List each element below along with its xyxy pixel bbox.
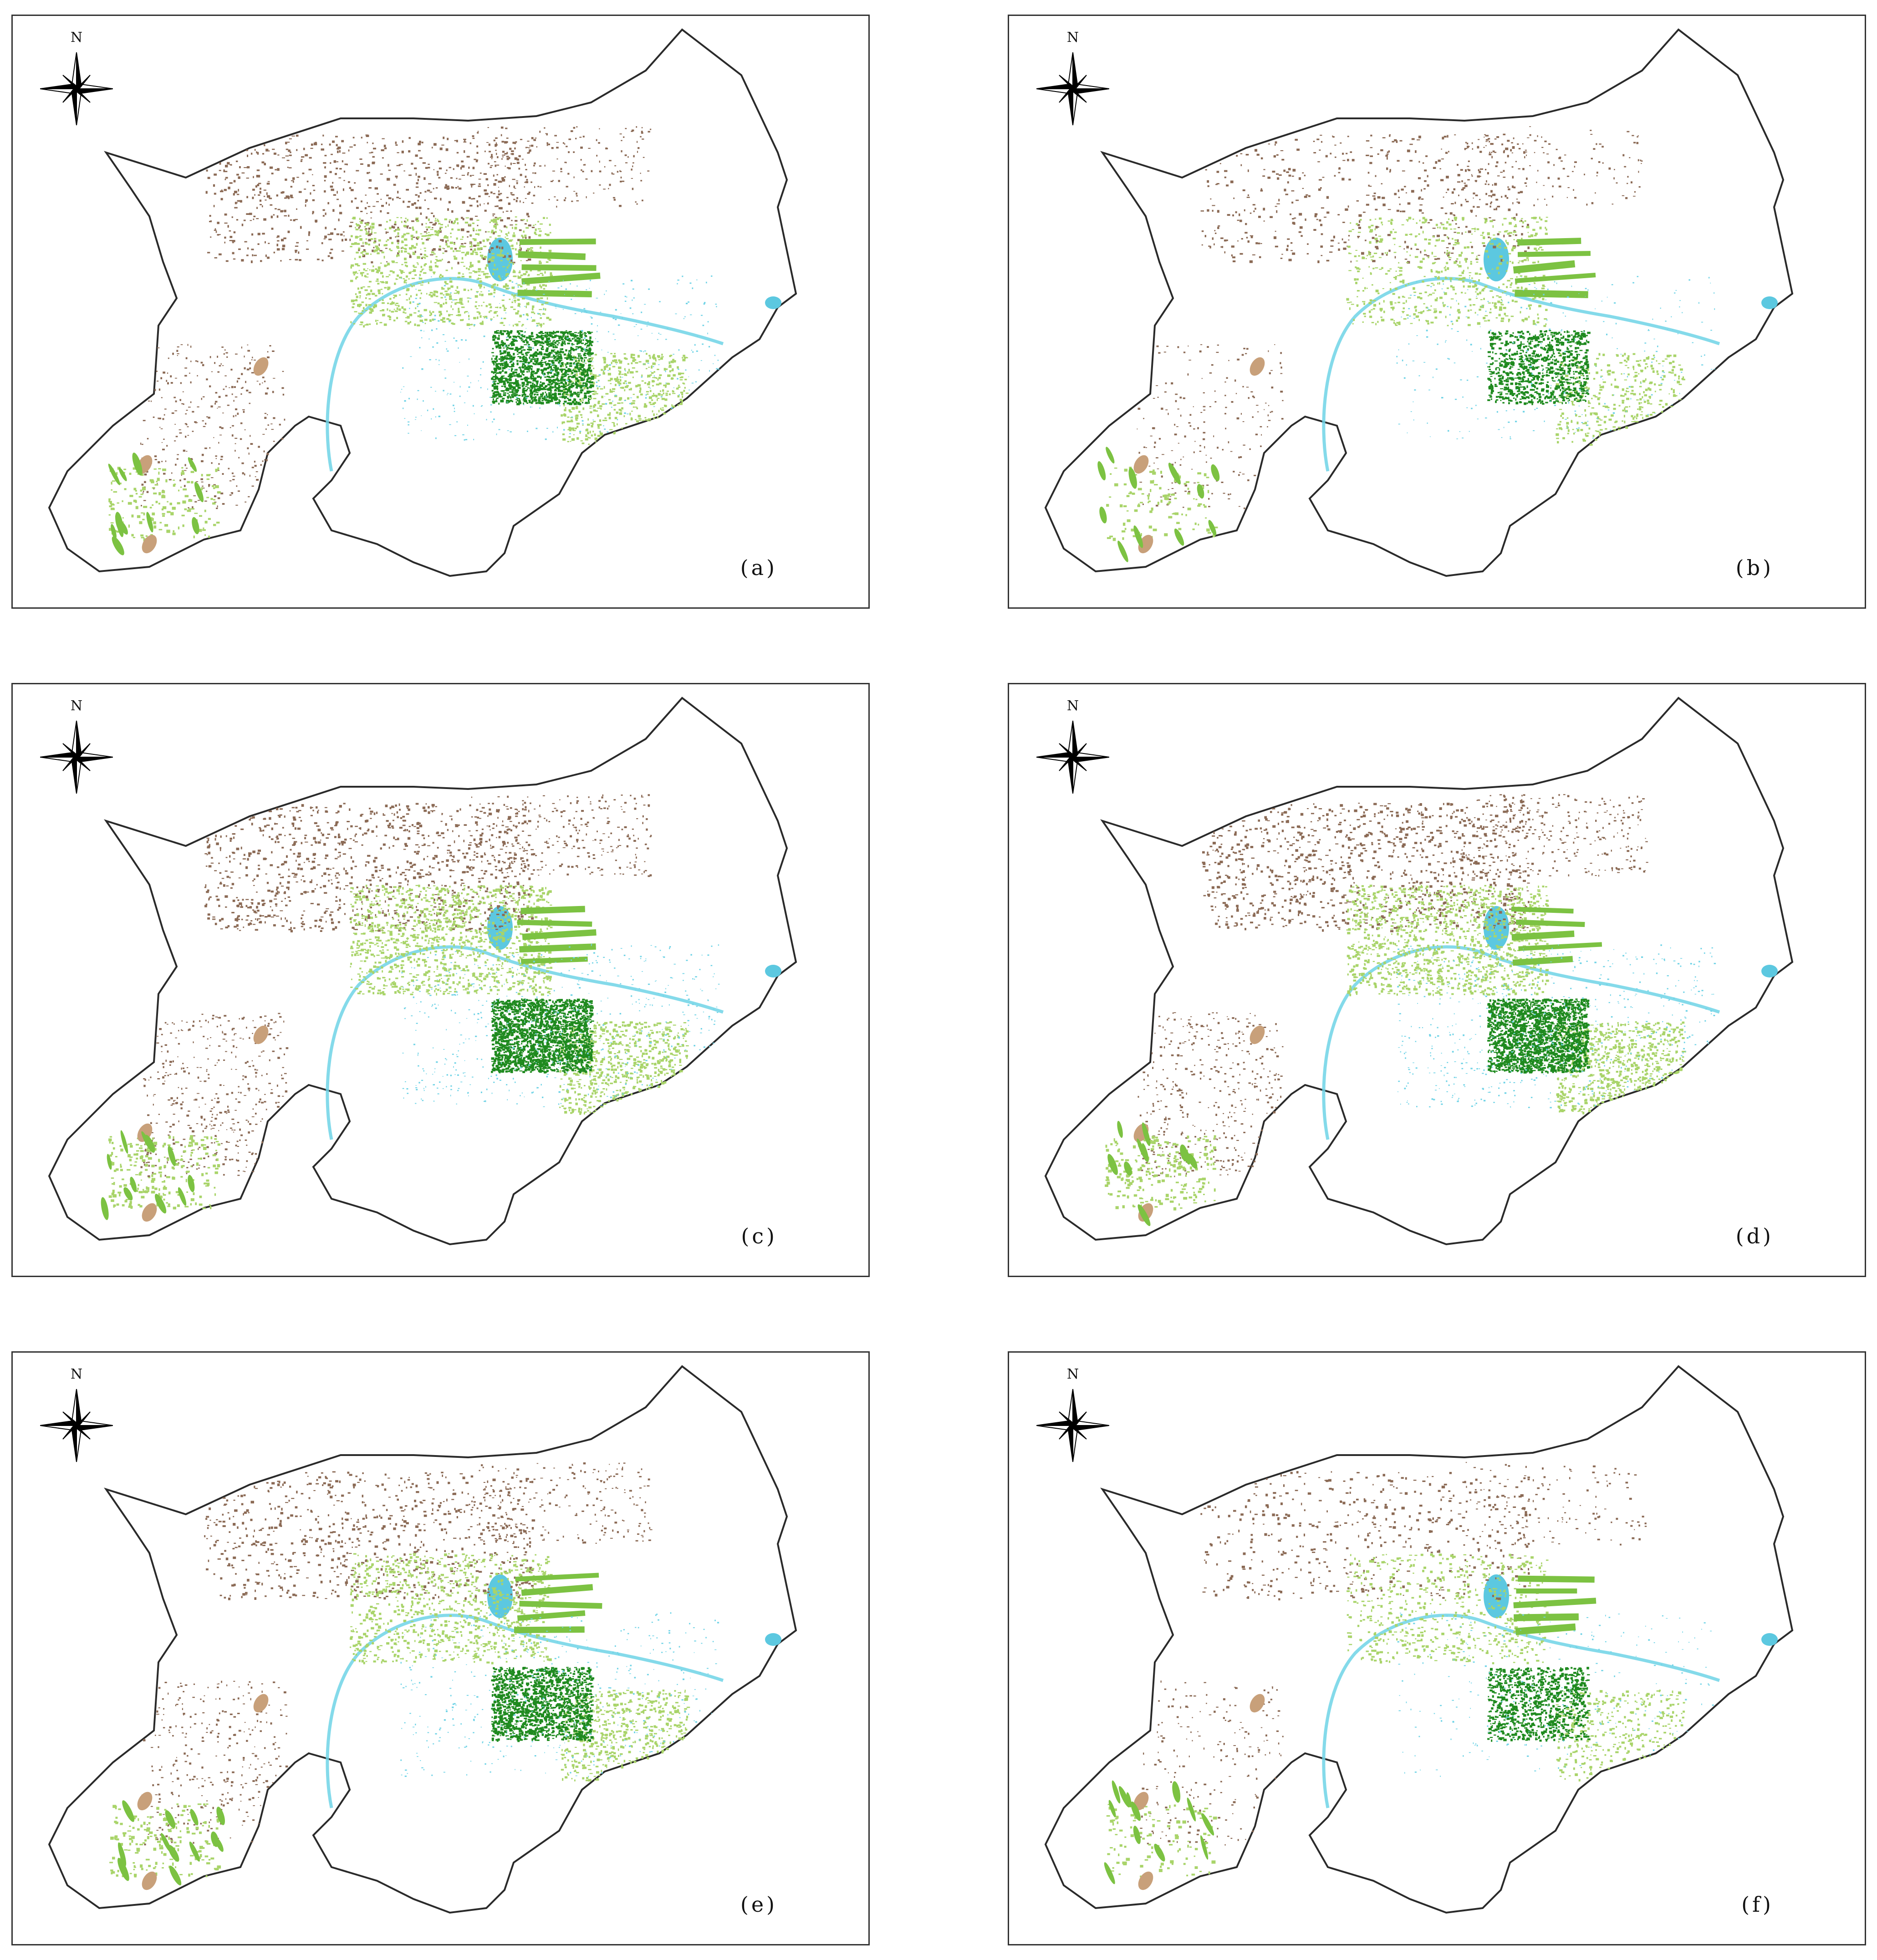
land-cover-map [48,28,797,577]
north-label: N [1036,30,1109,46]
panel-label: (b) [1736,555,1774,580]
compass-icon [1036,52,1109,126]
land-cover-map [48,697,797,1246]
north-arrow: N [40,1366,113,1471]
north-arrow: N [40,698,113,803]
map-panel-c: N (c) [11,683,870,1277]
compass-icon [40,52,113,126]
panel-label: (a) [740,555,777,580]
map-panel-f: N (f) [1008,1351,1866,1945]
map-panel-a: N (a) [11,15,870,609]
map-panel-d: N (d) [1008,683,1866,1277]
land-cover-map [1044,28,1794,577]
land-cover-map [48,1365,797,1914]
north-label: N [1036,1366,1109,1382]
map-panel-e: N (e) [11,1351,870,1945]
compass-icon [40,720,113,794]
north-arrow: N [1036,698,1109,803]
map-panel-b: N (b) [1008,15,1866,609]
north-label: N [40,1366,113,1382]
panel-label: (c) [741,1224,777,1248]
north-label: N [40,30,113,46]
compass-icon [1036,1389,1109,1462]
north-arrow: N [1036,30,1109,134]
compass-icon [1036,720,1109,794]
north-arrow: N [40,30,113,134]
land-cover-map [1044,697,1794,1246]
panel-label: (e) [740,1892,777,1917]
north-label: N [1036,698,1109,714]
panel-label: (f) [1741,1892,1774,1917]
compass-icon [40,1389,113,1462]
north-arrow: N [1036,1366,1109,1471]
land-cover-map [1044,1365,1794,1914]
panel-label: (d) [1736,1224,1774,1248]
north-label: N [40,698,113,714]
